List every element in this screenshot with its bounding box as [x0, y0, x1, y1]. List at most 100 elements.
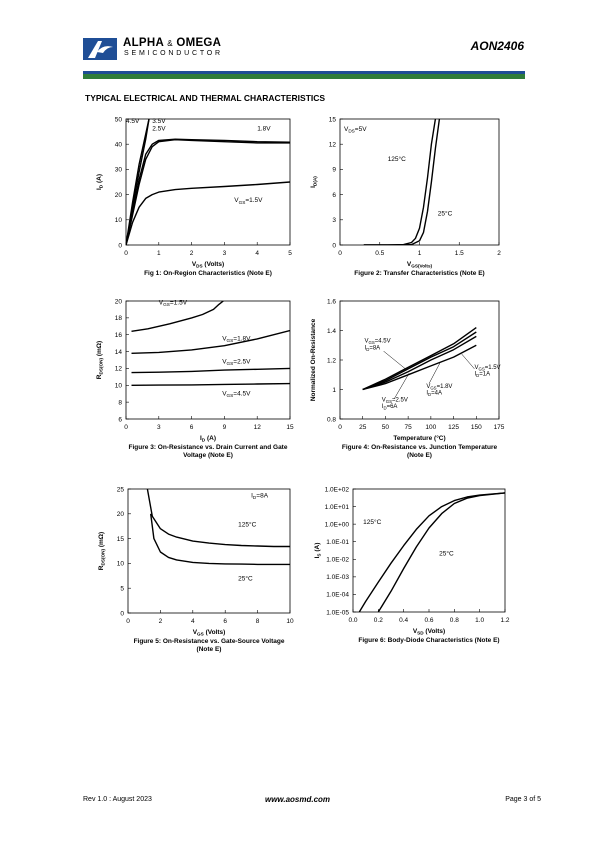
plot-frame: [127, 488, 291, 614]
series-line-3: [131, 367, 290, 374]
header-green-bar: [83, 74, 525, 79]
y-tick-label: 0: [332, 242, 336, 249]
y-tick-label: 1.0E+02: [325, 486, 350, 493]
x-tick-label: 1.5: [455, 250, 464, 257]
brand-main: ALPHA: [123, 37, 164, 49]
x-axis-label: VSD (Volts): [413, 628, 445, 636]
y-tick-label: 25: [117, 486, 125, 493]
x-axis-label: VGS (Volts): [193, 629, 226, 637]
figure-5-chart: 0 2 4 6 8 10 0 5 10 15 20 25 VGS (Volts) RDS(ON) (mΩ)…: [98, 486, 294, 653]
series-label: VGS=1.5V: [159, 299, 188, 307]
x-tick-label: 2: [159, 618, 163, 625]
y-tick-label: 10: [115, 217, 123, 224]
series-line-4: [362, 344, 477, 391]
figure-caption: Fig 1: On-Region Characteristics (Note E…: [144, 270, 272, 277]
x-axis-label: Temperature (°C): [393, 434, 445, 442]
figure-6-chart: 0.0 0.2 0.4 0.6 0.8 1.0 1.2 1.0E-05 1.0E-04 1.0E-…: [314, 486, 510, 644]
x-tick-label: 0.0: [348, 617, 357, 624]
series-line-2: [363, 119, 441, 245]
x-tick-label: 2: [497, 250, 501, 257]
figure-caption-line-2: (Note E): [407, 452, 432, 459]
x-tick-label: 1: [418, 250, 422, 257]
x-tick-label: 0: [338, 250, 342, 257]
leader-line: [428, 362, 441, 384]
brand-tail: OMEGA: [176, 37, 222, 49]
plot-frame: [352, 488, 506, 613]
x-tick-label: 4: [255, 250, 259, 257]
y-tick-label: 15: [117, 536, 125, 543]
x-tick-label: 12: [254, 424, 262, 431]
figure-2-chart: 0 0.5 1 1.5 2 0 3 6 9 12 15 VGS(Volts) ID(A) Figure 2…: [310, 116, 501, 277]
part-number: AON2406: [470, 39, 524, 53]
x-tick-label: 50: [382, 424, 390, 431]
x-tick-label: 0.8: [450, 617, 459, 624]
series-label: VGS=2.5V: [382, 397, 408, 404]
x-tick-label: 4: [191, 618, 195, 625]
x-tick-label: 2: [190, 250, 194, 257]
y-tick-label: 0: [118, 242, 122, 249]
plot-frame: [125, 118, 291, 246]
x-tick-label: 15: [286, 424, 294, 431]
x-tick-label: 100: [425, 424, 436, 431]
series-label: VGS=1.5V: [234, 197, 263, 205]
figure-caption-line-2: (Note E): [197, 646, 222, 653]
series-label: 2.5V: [152, 125, 166, 132]
y-tick-label: 12: [115, 366, 123, 373]
series-label: ID=8A: [365, 346, 381, 353]
series-line-1: [362, 327, 477, 391]
brand-name: ALPHA & OMEGA: [123, 37, 221, 49]
x-tick-label: 125: [448, 424, 459, 431]
x-tick-label: 6: [190, 424, 194, 431]
series-label: ID=4A: [426, 391, 442, 398]
chart-annotation: VDS=5V: [344, 126, 367, 134]
series-line-4: [126, 139, 290, 245]
chart-annotation: ID=8A: [251, 492, 269, 500]
x-tick-label: 9: [223, 424, 227, 431]
y-tick-label: 1: [332, 387, 336, 394]
figure-caption: Figure 2: Transfer Characteristics (Note…: [354, 270, 484, 277]
y-tick-label: 40: [115, 142, 123, 149]
company-logo-icon: [83, 38, 117, 60]
y-axis-label: IS (A): [314, 543, 322, 559]
series-line-2: [131, 329, 290, 354]
y-tick-label: 0: [120, 610, 124, 617]
figure-caption-line-2: Voltage (Note E): [183, 452, 233, 459]
leader-line: [394, 373, 410, 399]
y-tick-label: 8: [118, 399, 122, 406]
x-tick-label: 0.5: [375, 250, 384, 257]
footer-revision: Rev 1.0 : August 2023: [83, 796, 152, 803]
series-line-1: [131, 301, 224, 332]
x-tick-label: 1.2: [500, 617, 509, 624]
series-line-4: [131, 382, 290, 386]
series-label: 125°C: [363, 518, 381, 526]
x-tick-label: 0: [126, 618, 130, 625]
series-label: VGS=2.5V: [222, 358, 251, 366]
series-label: 125°C: [238, 521, 256, 529]
series-line-1: [358, 492, 505, 612]
x-tick-label: 10: [286, 618, 294, 625]
y-axis-label: ID(A): [310, 176, 318, 188]
series-line-2: [362, 331, 477, 391]
footer-website[interactable]: www.aosmd.com: [264, 795, 331, 804]
figure-caption-line-1: Figure 4: On-Resistance vs. Junction Tem…: [342, 444, 498, 451]
figure-caption-line-1: Figure 5: On-Resistance vs. Gate-Source …: [134, 638, 285, 645]
y-tick-label: 9: [332, 167, 336, 174]
footer-page-number: Page 3 of 5: [505, 796, 541, 803]
y-tick-label: 18: [115, 315, 123, 322]
y-tick-label: 16: [115, 332, 123, 339]
brand-amp: &: [167, 39, 173, 48]
y-tick-label: 1.0E+01: [325, 504, 350, 511]
x-tick-label: 150: [471, 424, 482, 431]
x-tick-label: 0: [124, 250, 128, 257]
figure-caption-line-1: Figure 3: On-Resistance vs. Drain Curren…: [129, 444, 288, 451]
y-tick-label: 50: [115, 116, 123, 123]
header-blue-bar: [83, 71, 525, 74]
y-tick-label: 14: [115, 349, 123, 356]
y-tick-label: 15: [329, 116, 337, 123]
y-tick-label: 0.8: [327, 416, 336, 423]
x-tick-label: 3: [223, 250, 227, 257]
section-title: TYPICAL ELECTRICAL AND THERMAL CHARACTER…: [85, 93, 326, 103]
leader-line: [461, 353, 475, 370]
y-tick-label: 20: [117, 511, 125, 518]
